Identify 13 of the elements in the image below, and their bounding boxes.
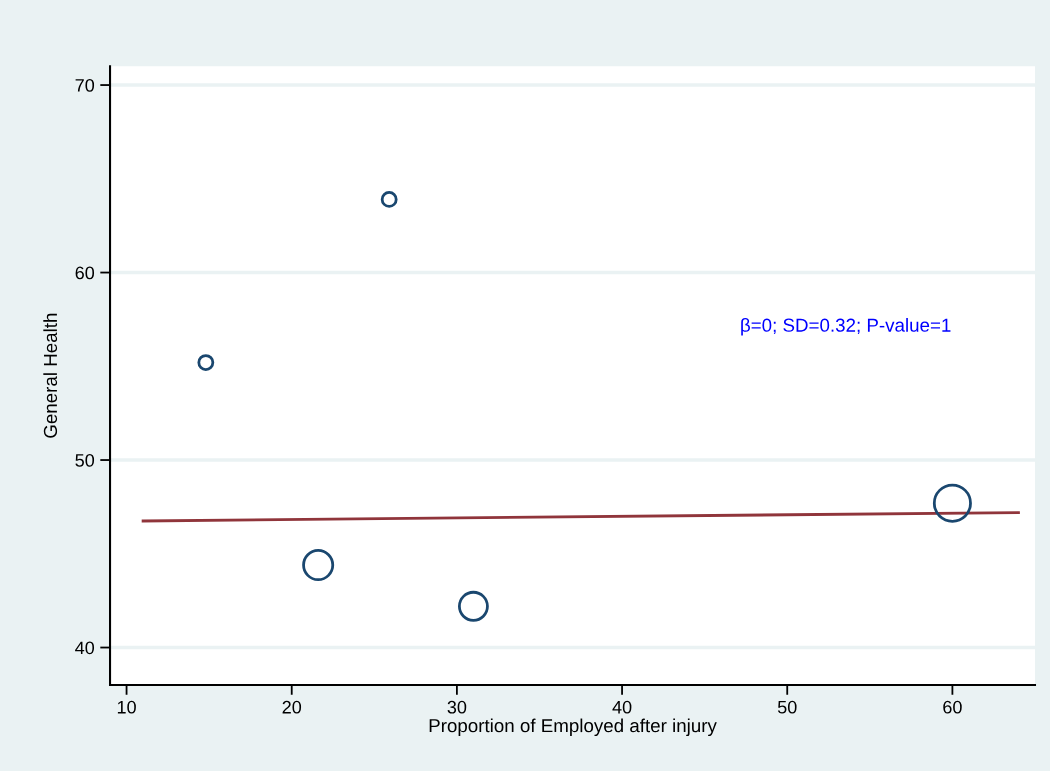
x-tick-label: 60 [943, 700, 962, 714]
y-tick-label: 40 [75, 641, 95, 655]
y-tick-label: 50 [75, 453, 95, 467]
x-tick-label: 40 [612, 700, 632, 714]
x-tick-label: 20 [282, 700, 302, 714]
annotation: β=0; SD=0.32; P-value=1 [741, 318, 951, 336]
x-axis-title: Proportion of Employed after injury [429, 718, 717, 737]
y-tick-label: 60 [75, 266, 95, 280]
y-tick-label: 70 [75, 78, 95, 92]
x-tick-label: 10 [117, 700, 136, 714]
y-axis-title: General Health [43, 313, 58, 438]
x-tick-label: 30 [447, 700, 467, 714]
x-tick-label: 50 [777, 700, 797, 714]
